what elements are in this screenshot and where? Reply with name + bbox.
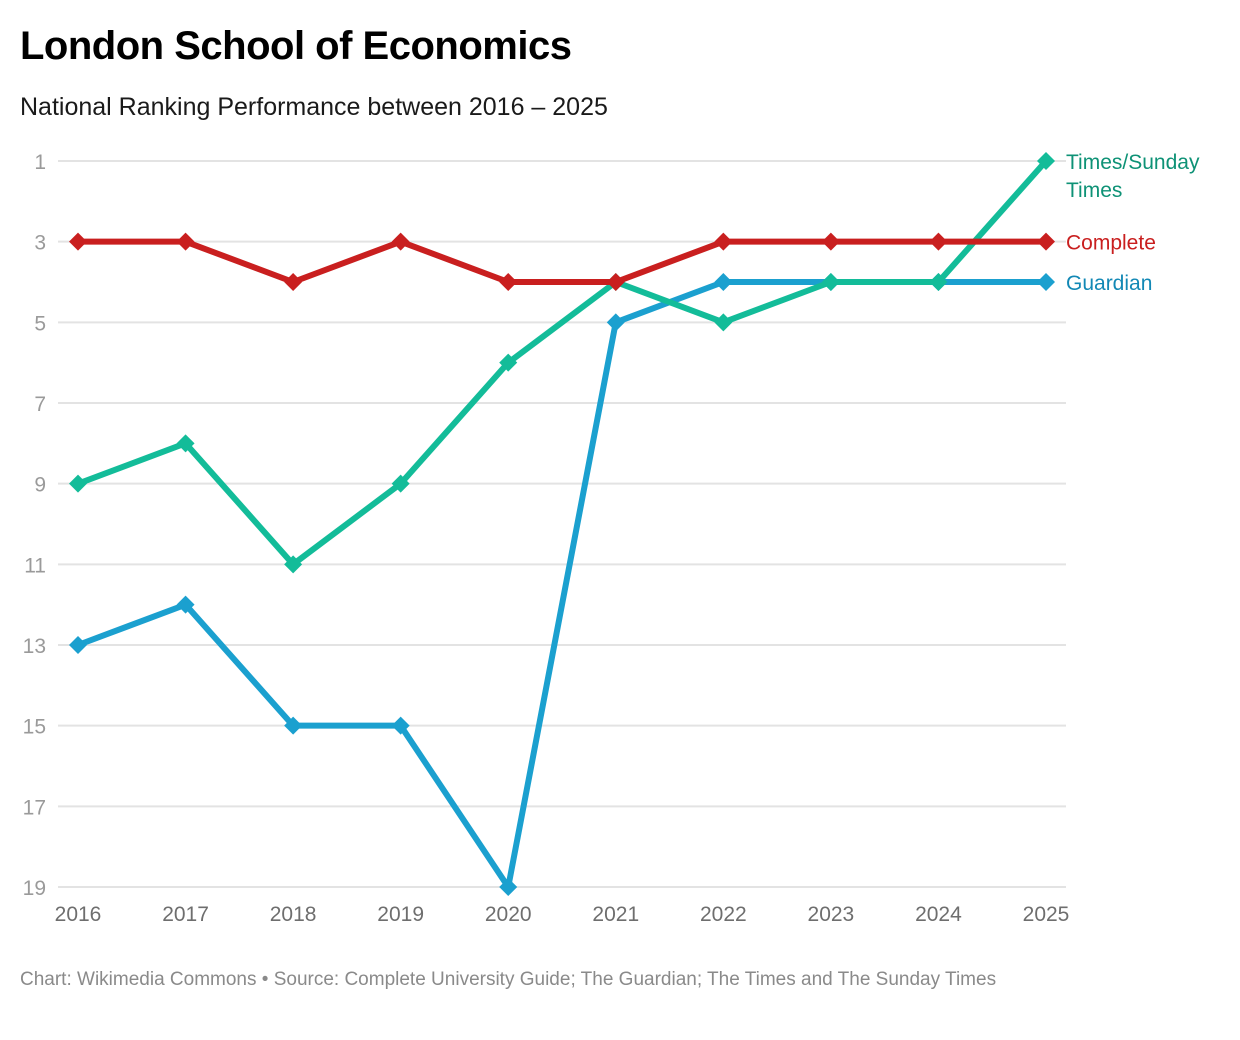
gridlines	[58, 160, 1066, 888]
data-point-complete[interactable]	[929, 232, 948, 251]
data-point-guardian[interactable]	[391, 716, 410, 735]
data-point-complete[interactable]	[714, 232, 733, 251]
chart-footer-source: Chart: Wikimedia Commons • Source: Compl…	[20, 969, 997, 990]
x-tick-label: 2025	[1023, 903, 1070, 926]
y-tick-label: 15	[23, 716, 46, 739]
series-line-times-sunday-times	[75, 158, 1049, 568]
data-point-times-sunday-times[interactable]	[499, 353, 518, 372]
data-point-complete[interactable]	[284, 273, 303, 291]
y-tick-label: 3	[34, 232, 46, 255]
y-tick-label: 7	[34, 393, 46, 416]
data-point-guardian[interactable]	[176, 595, 195, 614]
x-tick-label: 2017	[162, 903, 209, 926]
series-line-complete	[75, 238, 1049, 285]
series-group	[69, 152, 1055, 896]
data-point-times-sunday-times[interactable]	[714, 313, 733, 332]
y-tick-label: 19	[23, 877, 46, 900]
y-tick-label: 5	[34, 312, 46, 335]
data-point-guardian[interactable]	[606, 313, 625, 332]
data-point-complete[interactable]	[1037, 232, 1055, 251]
x-tick-label: 2019	[377, 903, 424, 926]
x-tick-label: 2020	[485, 903, 532, 926]
chart-title: London School of Economics	[20, 24, 572, 68]
x-axis-ticks: 2016 2017 2018 2019 2020 2021 2022 2023 2024 2025	[55, 903, 1070, 926]
legend-label-times-sunday-times: Times/Sunday Times	[1066, 151, 1200, 202]
x-tick-label: 2022	[700, 903, 747, 926]
x-tick-label: 2021	[592, 903, 639, 926]
x-tick-label: 2018	[270, 903, 317, 926]
legend-label-complete: Complete	[1066, 232, 1156, 255]
data-point-complete[interactable]	[391, 232, 410, 251]
y-tick-label: 9	[34, 474, 46, 497]
series-complete	[69, 232, 1055, 291]
legend: Times/Sunday Times Complete Guardian	[1066, 151, 1200, 295]
data-point-guardian[interactable]	[284, 716, 303, 735]
data-point-times-sunday-times[interactable]	[284, 555, 303, 574]
y-tick-label: 13	[23, 635, 46, 658]
x-tick-label: 2024	[915, 903, 962, 926]
legend-label-guardian: Guardian	[1066, 272, 1152, 295]
x-tick-label: 2016	[55, 903, 102, 926]
data-point-guardian[interactable]	[714, 273, 733, 291]
data-point-times-sunday-times[interactable]	[176, 434, 195, 453]
data-point-complete[interactable]	[176, 232, 195, 251]
data-point-complete[interactable]	[499, 273, 518, 291]
data-point-times-sunday-times[interactable]	[1037, 152, 1055, 170]
y-tick-label: 1	[34, 151, 46, 174]
data-point-times-sunday-times[interactable]	[69, 474, 87, 493]
data-point-guardian[interactable]	[69, 636, 87, 654]
series-guardian	[69, 273, 1055, 896]
chart-subtitle: National Ranking Performance between 201…	[20, 93, 608, 121]
data-point-complete[interactable]	[821, 232, 840, 251]
series-times-sunday-times	[69, 152, 1055, 574]
data-point-guardian[interactable]	[1037, 273, 1055, 291]
y-tick-label: 11	[24, 554, 46, 577]
data-point-times-sunday-times[interactable]	[821, 273, 840, 291]
y-tick-label: 17	[23, 796, 46, 819]
data-point-times-sunday-times[interactable]	[391, 474, 410, 493]
series-line-guardian	[75, 279, 1049, 890]
x-tick-label: 2023	[808, 903, 855, 926]
data-point-guardian[interactable]	[499, 878, 518, 896]
data-point-complete[interactable]	[69, 232, 87, 251]
data-point-complete[interactable]	[606, 273, 625, 291]
data-point-times-sunday-times[interactable]	[929, 273, 948, 291]
